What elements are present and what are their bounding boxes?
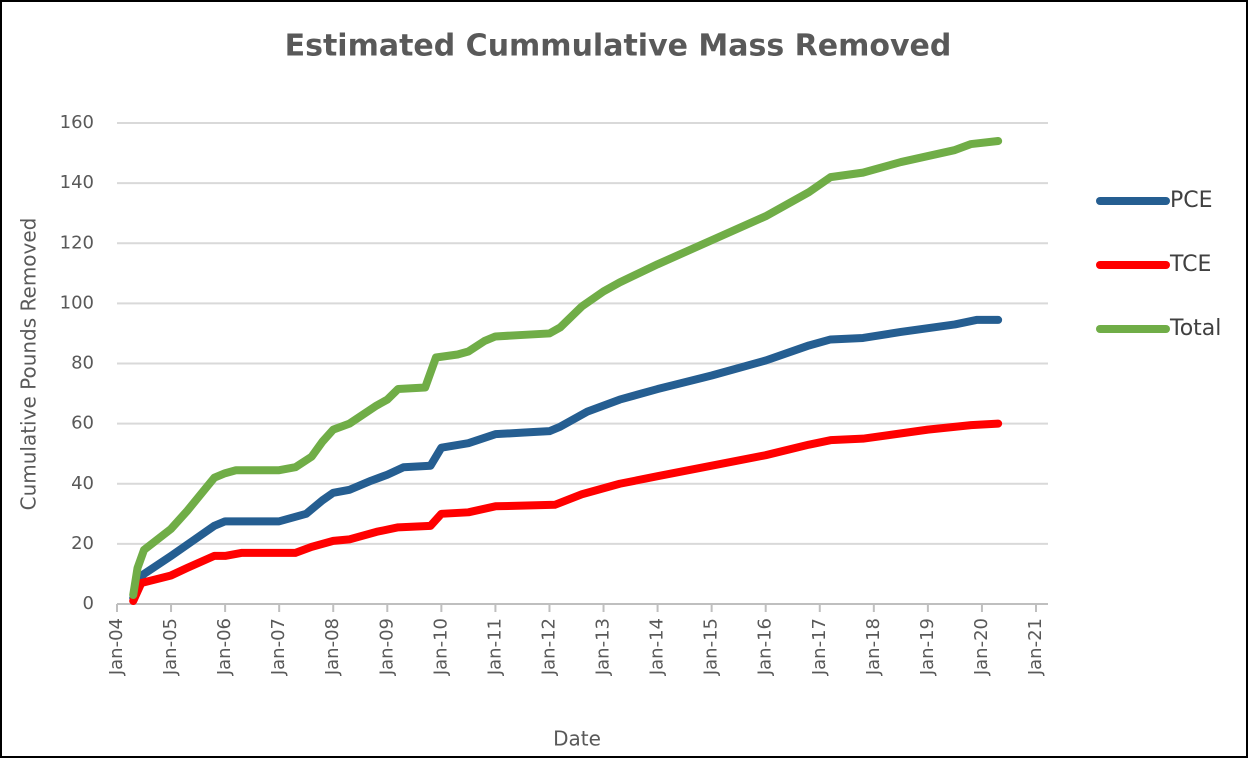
x-tick-label: Jan-05 (160, 618, 181, 676)
x-axis-label: Date (553, 727, 601, 751)
y-tick-label: 160 (60, 112, 94, 133)
legend-label: Total (1169, 316, 1221, 341)
x-tick-label: Jan-10 (430, 618, 451, 676)
x-tick-label: Jan-08 (322, 618, 343, 676)
line-series (129, 137, 1003, 599)
chart-title: Estimated Cummulative Mass Removed (285, 29, 952, 64)
line-series (129, 419, 1003, 605)
legend-label: TCE (1169, 252, 1211, 277)
x-tick-label: Jan-09 (376, 618, 397, 676)
y-tick-label: 40 (71, 473, 94, 494)
x-tick-label: Jan-18 (863, 618, 884, 676)
x-tick-label: Jan-12 (538, 618, 559, 676)
y-tick-label: 140 (60, 172, 94, 193)
x-tick-label: Jan-14 (647, 618, 668, 676)
x-tick-label: Jan-11 (484, 618, 505, 676)
legend-label: PCE (1170, 188, 1213, 213)
y-tick-label: 80 (71, 353, 94, 374)
y-axis-label: Cumulative Pounds Removed (17, 218, 41, 511)
x-tick-label: Jan-20 (971, 618, 992, 676)
y-tick-label: 0 (83, 593, 94, 614)
x-tick-label: Jan-07 (268, 618, 289, 676)
x-tick-label: Jan-15 (701, 618, 722, 676)
y-tick-label: 100 (60, 292, 94, 313)
x-tick-label: Jan-17 (809, 618, 830, 676)
y-tick-label: 20 (71, 533, 94, 554)
x-tick-label: Jan-16 (755, 618, 776, 676)
y-tick-label: 120 (60, 232, 94, 253)
x-tick-label: Jan-21 (1025, 618, 1046, 676)
line-series (129, 315, 1003, 602)
y-tick-label: 60 (71, 413, 94, 434)
x-tick-label: Jan-19 (917, 618, 938, 676)
x-tick-label: Jan-13 (593, 618, 614, 676)
x-tick-label: Jan-06 (214, 618, 235, 676)
x-tick-label: Jan-04 (106, 618, 127, 676)
